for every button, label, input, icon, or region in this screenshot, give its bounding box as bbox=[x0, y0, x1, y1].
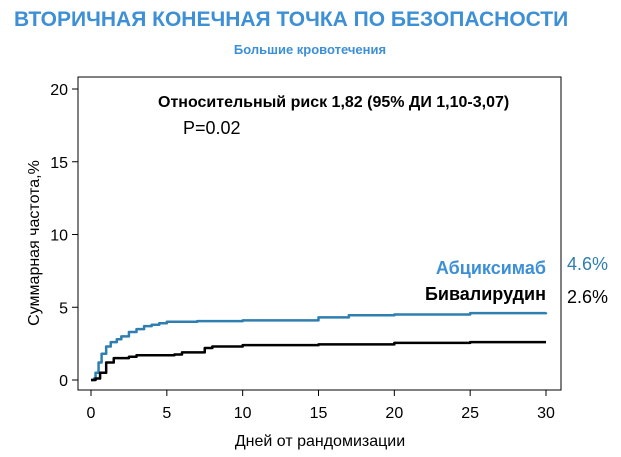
x-axis-label: Дней от рандомизации bbox=[235, 433, 405, 450]
y-axis-label: Суммарная частота,% bbox=[26, 160, 43, 326]
y-tick-label: 0 bbox=[59, 373, 68, 390]
end-value-abciximab: 4.6% bbox=[567, 254, 608, 274]
chart-title: ВТОРИЧНАЯ КОНЕЧНАЯ ТОЧКА ПО БЕЗОПАСНОСТИ bbox=[14, 8, 568, 31]
end-value-bivalirudin: 2.6% bbox=[567, 287, 608, 307]
y-axis: 0 5 10 15 20 bbox=[50, 82, 78, 390]
chart-subtitle: Большие кровотечения bbox=[234, 42, 386, 57]
x-tick-label: 15 bbox=[310, 405, 328, 422]
y-tick-label: 10 bbox=[50, 228, 68, 245]
x-tick-label: 30 bbox=[537, 405, 555, 422]
x-tick-label: 20 bbox=[385, 405, 403, 422]
x-axis: 0 5 10 15 20 25 30 bbox=[87, 390, 555, 422]
series-line-bivalirudin bbox=[91, 340, 546, 382]
series-label-abciximab: Абциксимаб bbox=[436, 258, 546, 278]
x-tick-label: 25 bbox=[461, 405, 479, 422]
x-tick-label: 10 bbox=[234, 405, 252, 422]
y-tick-label: 5 bbox=[59, 300, 68, 317]
p-value-annotation: P=0.02 bbox=[183, 118, 241, 138]
y-tick-label: 20 bbox=[50, 82, 68, 99]
y-tick-label: 15 bbox=[50, 155, 68, 172]
x-tick-label: 5 bbox=[162, 405, 171, 422]
relative-risk-annotation: Относительный риск 1,82 (95% ДИ 1,10-3,0… bbox=[158, 94, 509, 111]
series-label-bivalirudin: Бивалирудин bbox=[425, 284, 546, 304]
x-tick-label: 0 bbox=[87, 405, 96, 422]
series-line-abciximab bbox=[91, 311, 548, 382]
plot-area bbox=[77, 76, 562, 391]
